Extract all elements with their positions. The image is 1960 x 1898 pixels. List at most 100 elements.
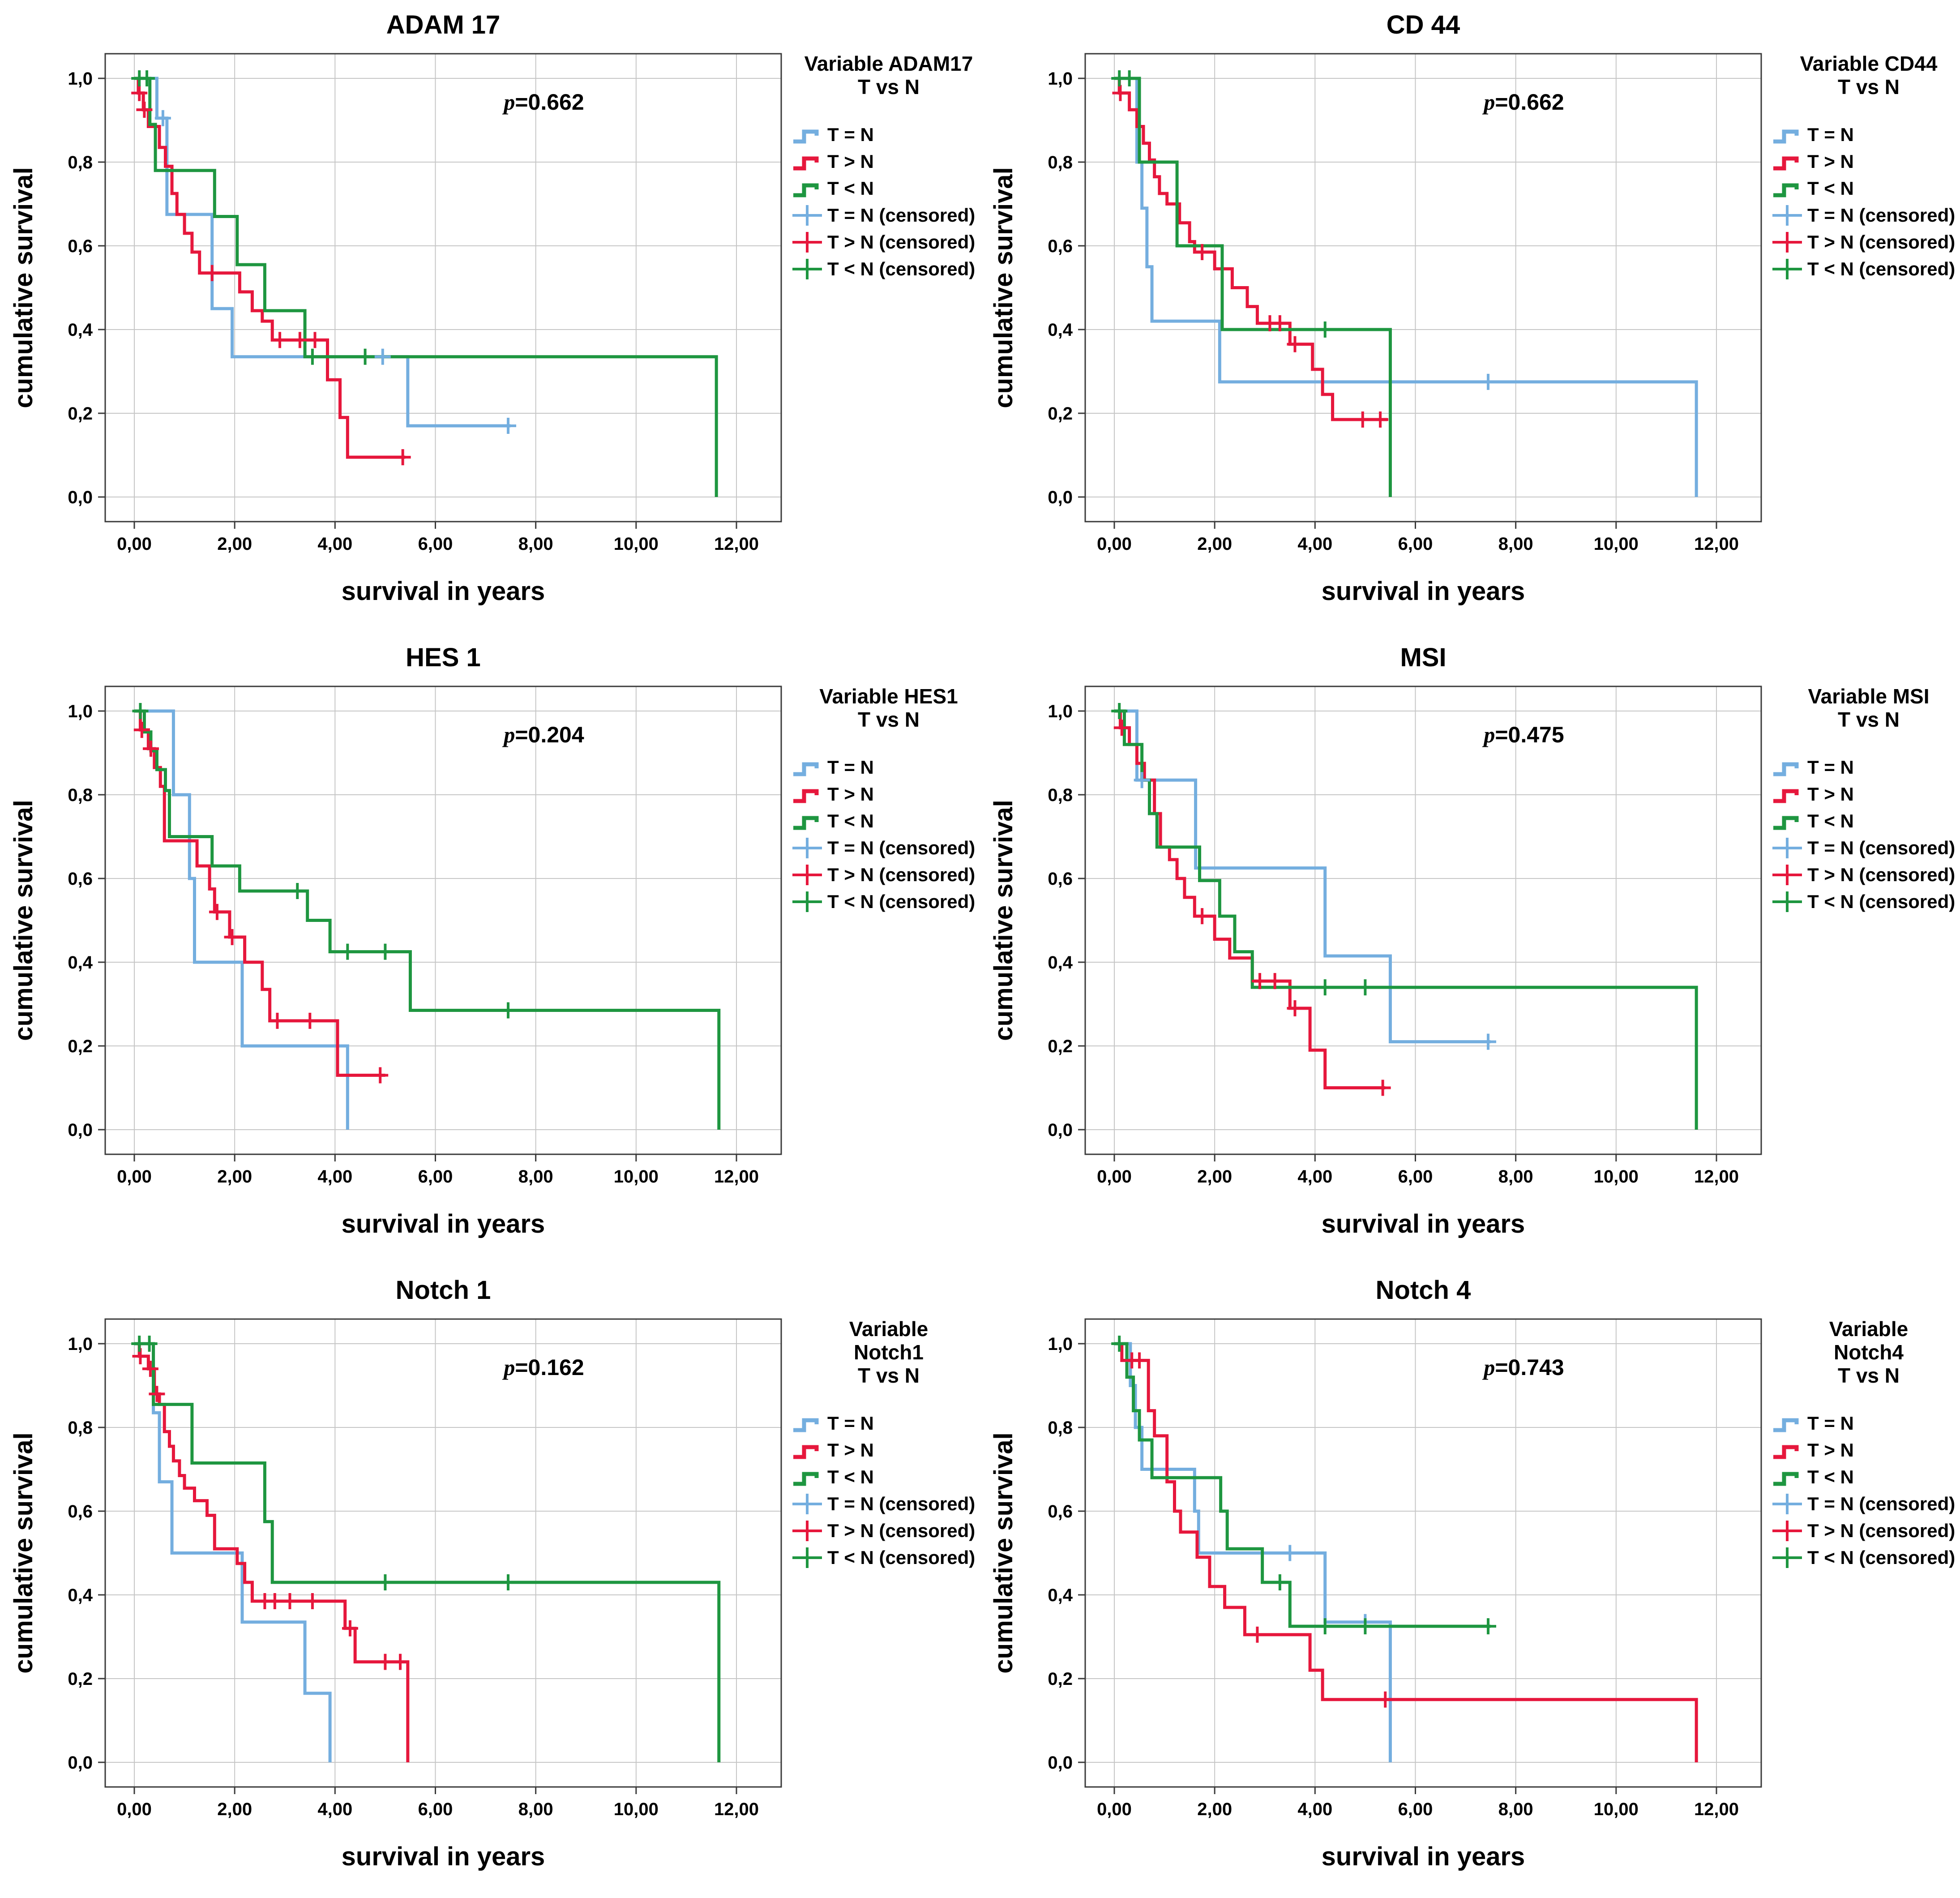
legend-item-label: T = N (censored) (827, 205, 975, 226)
legend-item-label: T = N (827, 1413, 874, 1434)
legend-line-sample-icon (1773, 762, 1799, 776)
legend-item-t-n: T = N (793, 124, 874, 145)
legend-item-label: T > N (827, 1440, 874, 1461)
legend-item-label: T > N (1807, 784, 1854, 805)
legend-item-label: T = N (1807, 124, 1854, 145)
y-tick-label: 0,2 (1048, 404, 1073, 424)
legend-item-label: T < N (827, 178, 874, 199)
legend-item-label: T > N (censored) (827, 864, 975, 885)
x-tick-label: 0,00 (1097, 1799, 1132, 1819)
legend-title-line: Variable (849, 1317, 928, 1341)
km-chart-adam-17: 0,00 2,00 4,00 6,00 8,00 10,00 12,00 0,0 0,2 0,4 0… (9, 10, 975, 606)
km-chart-cd-44: 0,00 2,00 4,00 6,00 8,00 10,00 12,00 0,0 0,2 0,4 0… (989, 10, 1955, 606)
gridlines (105, 686, 781, 1154)
y-tick-label: 0,8 (1048, 1418, 1073, 1438)
legend-item-label: T > N (827, 784, 874, 805)
km-chart-notch-4: 0,00 2,00 4,00 6,00 8,00 10,00 12,00 0,0 0,2 0,4 0… (989, 1276, 1955, 1871)
x-tick-label: 8,00 (518, 1799, 553, 1819)
legend-item-label: T < N (1807, 178, 1854, 199)
x-tick-label: 10,00 (1594, 1167, 1639, 1187)
legend-item-t-n-censored: T > N (censored) (792, 864, 975, 885)
legend-item-t-n-censored: T > N (censored) (792, 231, 975, 253)
censor-marks-t-n (131, 70, 373, 365)
legend-item-label: T = N (censored) (827, 837, 975, 858)
x-axis-label: survival in years (1322, 1842, 1525, 1871)
x-tick-label: 8,00 (1498, 534, 1533, 554)
legend-item-t-n-censored: T > N (censored) (1772, 231, 1955, 253)
legend-line-sample-icon (1773, 1472, 1799, 1486)
x-tick-label: 12,00 (1694, 1799, 1739, 1819)
x-tick-label: 2,00 (217, 1799, 252, 1819)
censor-marks-t-n (1282, 1545, 1374, 1630)
series-line-t-n (134, 1342, 721, 1762)
y-tick-label: 0,8 (68, 1418, 93, 1438)
legend-item-label: T < N (censored) (827, 891, 975, 912)
legend-item-label: T = N (1807, 1413, 1854, 1434)
legend-line-sample-icon (1773, 1445, 1799, 1459)
y-axis-label: cumulative survival (989, 167, 1018, 408)
legend-line-sample-icon (1773, 1418, 1799, 1432)
legend-item-t-n-censored: T = N (censored) (1772, 1493, 1955, 1514)
y-tick-label: 0,2 (68, 1037, 93, 1056)
legend-line-sample-icon (1773, 183, 1799, 197)
legend-title-line: Notch1 (854, 1341, 924, 1364)
legend-item-label: T < N (censored) (827, 1547, 975, 1568)
legend-item-label: T = N (censored) (1807, 837, 1955, 858)
legend-item-label: T < N (827, 1466, 874, 1487)
x-tick-label: 4,00 (317, 1167, 352, 1187)
legend-title-line: Notch4 (1834, 1341, 1904, 1364)
censor-marks-t-n (132, 703, 517, 1019)
y-tick-label: 0,8 (68, 153, 93, 172)
legend-item-t-n-censored: T = N (censored) (792, 205, 975, 226)
panel-title: HES 1 (406, 643, 481, 672)
series-line-t-n (134, 77, 406, 459)
x-axis-label: survival in years (342, 1209, 545, 1238)
legend-item-label: T > N (1807, 151, 1854, 172)
legend-title-line: T vs N (858, 75, 920, 99)
series-line-t-n (134, 709, 349, 1130)
axis-ticks (98, 710, 737, 1161)
x-tick-label: 4,00 (1297, 534, 1332, 554)
legend-line-sample-icon (1773, 816, 1799, 830)
x-tick-label: 6,00 (1398, 534, 1433, 554)
legend-item-t-n: T < N (1773, 810, 1854, 831)
censor-marks-t-n (1134, 772, 1497, 1050)
legend-item-label: T > N (827, 151, 874, 172)
legend-line-sample-icon (1773, 129, 1799, 144)
legend-item-t-n: T > N (1773, 151, 1854, 172)
y-tick-label: 0,6 (1048, 236, 1073, 256)
axis-ticks (98, 1343, 737, 1794)
legend-item-label: T < N (1807, 810, 1854, 831)
legend-item-t-n-censored: T < N (censored) (792, 258, 975, 279)
legend-item-t-n: T = N (793, 757, 874, 778)
x-tick-label: 12,00 (714, 1799, 759, 1819)
x-tick-label: 4,00 (1297, 1799, 1332, 1819)
y-tick-label: 0,0 (1048, 488, 1073, 507)
y-tick-label: 0,8 (1048, 153, 1073, 172)
y-tick-label: 0,0 (68, 1753, 93, 1773)
legend-line-sample-icon (793, 129, 819, 144)
plot-frame (1084, 1318, 1762, 1788)
y-tick-label: 0,0 (68, 488, 93, 507)
legend-item-label: T = N (1807, 757, 1854, 778)
plot-frame (104, 1318, 782, 1788)
panel-title: MSI (1400, 643, 1446, 672)
censor-marks-t-n (1111, 70, 1333, 338)
legend-item-label: T < N (censored) (1807, 1547, 1955, 1568)
legend-item-t-n: T < N (1773, 178, 1854, 199)
legend-title-line: T vs N (858, 708, 920, 731)
plot-frame (104, 53, 782, 523)
legend-item-label: T > N (censored) (827, 231, 975, 253)
legend-item-label: T = N (827, 757, 874, 778)
km-chart-msi: 0,00 2,00 4,00 6,00 8,00 10,00 12,00 0,0 0,2 0,4 0… (989, 643, 1955, 1238)
gridlines (1085, 1319, 1761, 1787)
x-tick-label: 2,00 (217, 1167, 252, 1187)
legend-item-label: T = N (censored) (827, 1493, 975, 1514)
series-line-t-n (1114, 1342, 1698, 1762)
plot-frame (104, 686, 782, 1155)
panel-title: Notch 4 (1376, 1276, 1471, 1305)
legend-item-t-n: T < N (1773, 1466, 1854, 1487)
panel-title: CD 44 (1387, 10, 1460, 39)
